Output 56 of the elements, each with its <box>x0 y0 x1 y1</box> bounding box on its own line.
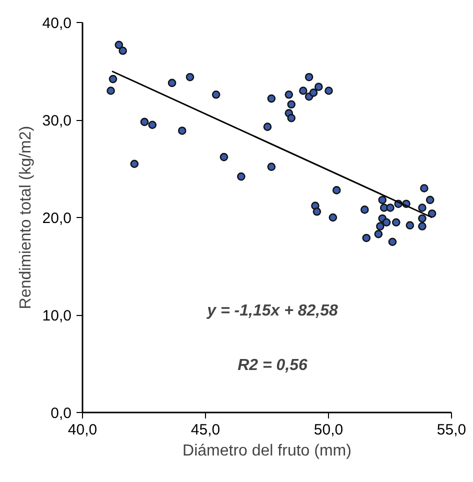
point <box>237 172 246 181</box>
x-tick-label: 50,0 <box>314 422 344 438</box>
y-axis-title: Rendimiento total (kg/m2) <box>17 126 34 310</box>
point <box>140 118 149 126</box>
point <box>406 221 414 230</box>
x-axis-title: Diámetro del fruto (mm) <box>182 442 352 460</box>
annotation: y = -1,15x + 82,58 <box>206 302 338 320</box>
y-tick-label: 40,0 <box>42 15 72 32</box>
point <box>263 122 272 131</box>
point <box>328 213 338 222</box>
x-tick-label: 45,0 <box>190 422 220 438</box>
y-tick-label: 10,0 <box>42 308 72 324</box>
point <box>108 74 118 84</box>
point <box>418 222 426 230</box>
point <box>309 88 318 97</box>
point <box>168 78 176 88</box>
y-tick-label: 20,0 <box>42 210 72 227</box>
point <box>267 94 276 103</box>
point <box>374 230 383 238</box>
point <box>388 238 397 246</box>
point <box>378 196 387 204</box>
point <box>178 126 186 135</box>
point <box>382 218 391 227</box>
point <box>284 90 294 99</box>
point <box>360 206 369 214</box>
point <box>130 160 139 168</box>
x-tick-label: 40,0 <box>68 422 98 438</box>
point <box>426 196 434 204</box>
point <box>312 208 322 216</box>
point <box>148 120 157 130</box>
point <box>114 40 124 50</box>
y-tick-label: 30,0 <box>42 112 72 130</box>
point <box>418 204 426 212</box>
point <box>118 46 127 55</box>
point <box>376 222 384 230</box>
point <box>186 72 194 82</box>
point <box>362 234 371 242</box>
point <box>287 114 296 122</box>
point <box>287 100 296 109</box>
y-tick-label: 0,0 <box>50 405 72 422</box>
point <box>428 209 436 218</box>
point <box>420 184 428 192</box>
point <box>106 86 115 95</box>
point <box>324 86 333 95</box>
point <box>220 152 228 162</box>
point <box>386 204 394 212</box>
annotation: R2 = 0,56 <box>238 357 308 374</box>
point <box>267 162 276 171</box>
point <box>418 214 426 223</box>
x-tick-label: 55,0 <box>436 422 466 438</box>
point <box>299 86 308 95</box>
point <box>304 72 314 82</box>
point <box>314 82 323 91</box>
point <box>332 186 341 194</box>
point <box>212 90 220 99</box>
point <box>392 218 400 227</box>
